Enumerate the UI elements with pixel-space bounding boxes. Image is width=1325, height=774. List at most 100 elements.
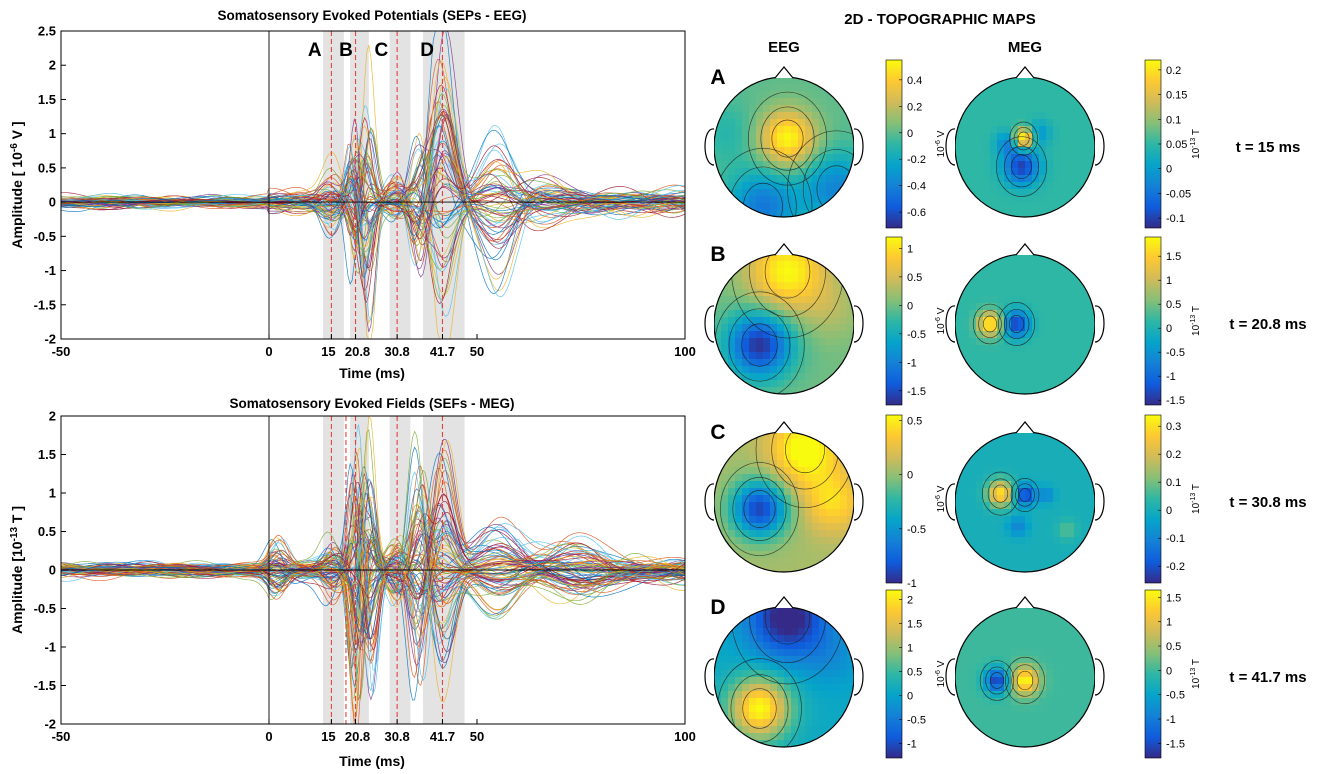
topomap-cell [812, 373, 820, 381]
topomap-cell [784, 558, 792, 566]
topomap-cell [763, 712, 771, 720]
colorbar-tick-label: 0 [1166, 323, 1172, 335]
topomap-cell [721, 345, 729, 353]
topomap-cell [969, 112, 977, 120]
topomap-cell [749, 467, 757, 475]
topomap-cell [728, 338, 736, 346]
topomap-cell [805, 733, 813, 741]
topomap-cell [784, 628, 792, 636]
topomap-cell [1004, 712, 1012, 720]
topomap-cell [1018, 296, 1026, 304]
topomap-cell [1018, 338, 1026, 346]
topomap-cell [791, 366, 799, 374]
topomap-cell [1004, 670, 1012, 678]
topomap-cell [1004, 359, 1012, 367]
topomap-cell [969, 684, 977, 692]
topomap-cell [976, 502, 984, 510]
topomap-cell [969, 516, 977, 524]
topomap-cell [1039, 154, 1047, 162]
topomap-cell [962, 516, 970, 524]
topomap-cell [976, 719, 984, 727]
topomap-cell [749, 495, 757, 503]
topomap-cell [1025, 296, 1033, 304]
topomap-cell [1074, 698, 1082, 706]
topomap-cell [735, 147, 743, 155]
topomap-cell [1018, 663, 1026, 671]
topomap-cell [1046, 656, 1054, 664]
topomap-contour [1017, 131, 1030, 146]
topomap-cell [1011, 705, 1019, 713]
topomap-cell [1088, 331, 1095, 339]
topomap-cell [756, 628, 764, 636]
topomap-meg-A [955, 77, 1095, 217]
topomap-cell [784, 684, 792, 692]
topomap-cell [955, 663, 963, 671]
topomap-cell [791, 656, 799, 664]
topomap-cell [1046, 474, 1054, 482]
topomap-cell [1053, 614, 1061, 622]
topomap-cell [976, 366, 984, 374]
topomap-cell [812, 677, 820, 685]
topomap-cell [1074, 551, 1082, 559]
colorbar-tick-label: -1 [907, 357, 917, 369]
topomap-cell [1004, 345, 1012, 353]
topomap-cell [791, 126, 799, 134]
topomap-cell [826, 84, 834, 92]
topomap-cell [990, 119, 998, 127]
topomap-cell [1060, 289, 1068, 297]
colorbar-tick-label: 0 [1166, 164, 1172, 176]
topomap-cell [1053, 380, 1061, 388]
topomap-cell [798, 523, 806, 531]
sep-ytick-label: 2.5 [38, 24, 56, 39]
topomap-cell [1053, 474, 1061, 482]
topomap-cell [1004, 642, 1012, 650]
topomap-cell [962, 310, 970, 318]
topomap-cell [1081, 352, 1089, 360]
topomap-cell [1067, 345, 1075, 353]
topomap-cell [1018, 168, 1026, 176]
topomap-cell [1039, 182, 1047, 190]
topomap-cell [784, 453, 792, 461]
topomap-cell [763, 84, 771, 92]
topomap-cell [833, 154, 841, 162]
topomap-cell [1011, 310, 1019, 318]
topomap-cell [990, 289, 998, 297]
topomap-cell [721, 691, 729, 699]
topomap-cell [742, 282, 750, 290]
topomap-cell [1025, 670, 1033, 678]
topomap-contour [998, 302, 1036, 346]
topomap-cell [1074, 677, 1082, 685]
topomap-cell [735, 481, 743, 489]
colorbar-unit-label: 10-6 V [935, 485, 947, 512]
topomap-cell [791, 359, 799, 367]
topomap-cell [735, 684, 743, 692]
topomap-cell [1011, 380, 1019, 388]
topomap-cell [1011, 719, 1019, 727]
topomap-cell [990, 282, 998, 290]
topomap-cell [749, 98, 757, 106]
topomap-cell [969, 663, 977, 671]
topomap-cell [1081, 112, 1089, 120]
topomap-cell [847, 133, 854, 141]
topomap-cell [812, 91, 820, 99]
topomap-cell [1067, 635, 1075, 643]
topomap-cell [1046, 331, 1054, 339]
topomap-cell [777, 282, 785, 290]
topomap-cell [997, 537, 1005, 545]
topomap-cell [1004, 621, 1012, 629]
topomap-cell [1011, 105, 1019, 113]
sep-trace [60, 145, 685, 239]
topomap-cell [826, 663, 834, 671]
topomap-cell [1011, 77, 1019, 85]
topomap-cell [1053, 345, 1061, 353]
sef-ytick-label: 0 [49, 563, 56, 578]
topomap-cell [962, 147, 970, 155]
topomap-cell [791, 467, 799, 475]
topomap-cell [770, 317, 778, 325]
topomap-cell [1074, 537, 1082, 545]
topomap-cell [721, 495, 729, 503]
topomap-cell [955, 317, 963, 325]
topomap-cell [805, 119, 813, 127]
topomap-cell [777, 698, 785, 706]
topomap-cell [819, 338, 827, 346]
